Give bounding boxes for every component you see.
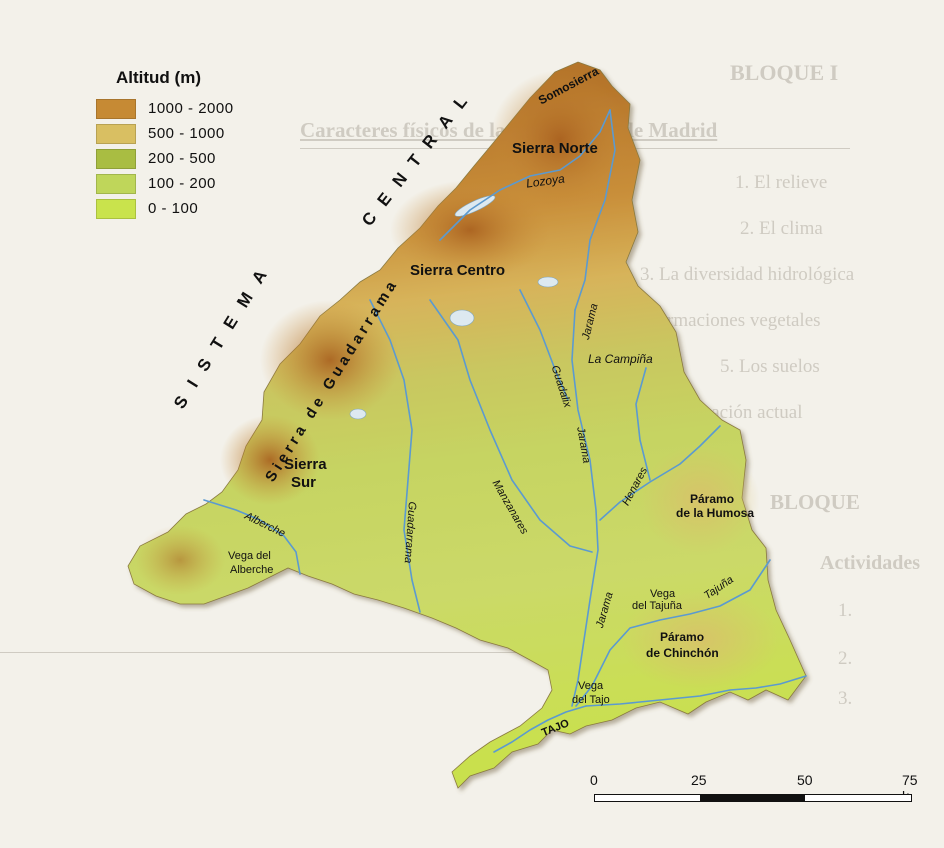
label-vega-tajuna-line2: del Tajuña [632,600,682,612]
legend-item-500-1000: 500 - 1000 [96,121,276,146]
legend-label: 200 - 500 [148,150,216,167]
legend-label: 0 - 100 [148,200,199,217]
river-guadalix [519,289,569,401]
label-sierra-centro: Sierra Centro [410,262,506,279]
label-vega-alberche-line1: Vega del [228,550,271,562]
label-sierra-norte: Sierra Norte [512,140,598,157]
legend-item-200-500: 200 - 500 [96,146,276,171]
scale-tick-25: 25 [691,772,707,788]
reservoir-atazar [537,276,559,288]
label-paramo-chinchon-line2: de Chinchón [646,646,719,660]
scale-tick-0: 0 [590,772,598,788]
relief-paramo-humosa [640,445,760,555]
legend-label: 1000 - 2000 [148,100,234,117]
scale-bar: 0 25 50 75 k [590,772,924,812]
label-paramo-humosa-line1: Páramo [690,492,735,506]
relief-sierra-guadarrama [260,300,400,420]
rivers [203,109,807,753]
river-lozoya [439,109,611,241]
legend: Altitud (m) 1000 - 2000 500 - 1000 200 -… [96,68,276,221]
relief-sierra-sur [220,415,320,505]
river-guadarrama [369,299,421,613]
legend-title: Altitud (m) [116,68,201,87]
river-manzanares [429,299,593,553]
river-tajo-east [585,675,807,707]
label-paramo-chinchon-line1: Páramo [660,630,705,644]
river-tajo [493,705,587,753]
river-alberche [203,499,301,575]
legend-swatch [96,98,136,119]
legend-swatch [96,173,136,194]
relief-sierra-norte [490,70,630,210]
scale-tick-50: 50 [797,772,813,788]
label-vega-tajo-line1: Vega [578,680,604,692]
region-outline [127,61,807,789]
legend-item-1000-2000: 1000 - 2000 [96,96,276,121]
legend-swatch [96,148,136,169]
legend-label: 500 - 1000 [148,125,225,142]
legend-item-100-200: 100 - 200 [96,171,276,196]
relief-sw [135,525,225,595]
legend-swatch [96,123,136,144]
label-paramo-humosa-line2: de la Humosa [676,506,755,520]
label-vega-tajuna-line1: Vega [650,588,676,600]
river-tajuna [575,559,771,707]
label-sierra-sur-line2: Sur [291,474,317,491]
scale-bar-frame [594,794,912,802]
reservoir-valmayor [349,408,367,420]
label-vega-alberche-line2: Alberche [230,564,274,576]
reservoir-santillana [449,309,475,327]
river-henares [599,425,721,521]
river-jarama-main [571,309,599,707]
scale-bar-segment [700,795,805,801]
relief-paramo-chinchon [620,590,780,690]
relief-sierra-centro [390,180,550,280]
legend-item-0-100: 0 - 100 [96,196,276,221]
river-henares-trib [635,367,651,481]
label-sierra-sur-line1: Sierra [284,456,327,473]
legend-label: 100 - 200 [148,175,216,192]
legend-swatch [96,198,136,219]
label-vega-tajo-line2: del Tajo [572,694,610,706]
river-jarama-north [574,109,616,311]
label-la-campina: La Campiña [588,352,653,366]
